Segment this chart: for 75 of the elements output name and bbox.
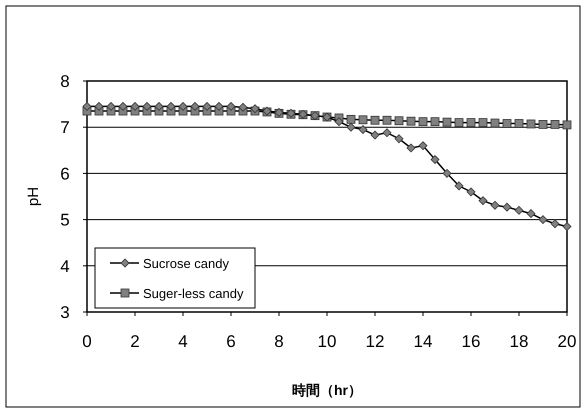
point: [478, 118, 488, 127]
legend-label: Sucrose candy: [143, 256, 229, 271]
xtick: 20: [558, 332, 576, 351]
point: [550, 120, 560, 129]
point: [346, 122, 356, 132]
point: [514, 119, 524, 128]
point: [358, 125, 368, 134]
xtick: 2: [130, 332, 140, 351]
point: [394, 134, 404, 144]
point: [442, 118, 452, 127]
point: [178, 102, 188, 111]
ytick: 5: [60, 210, 70, 230]
point: [502, 119, 512, 128]
point: [154, 102, 164, 111]
xtick: 12: [366, 332, 384, 351]
point: [202, 102, 212, 111]
ytick: 6: [60, 164, 70, 184]
point: [190, 102, 200, 111]
ylabel: pH: [25, 186, 42, 206]
point: [346, 114, 356, 124]
point: [214, 102, 224, 111]
point: [538, 120, 548, 129]
xtick: 8: [274, 332, 284, 351]
point: [562, 222, 572, 231]
point: [490, 118, 500, 128]
point: [166, 102, 176, 111]
point: [478, 196, 488, 206]
ytick: 7: [60, 118, 70, 138]
point: [430, 117, 440, 126]
point: [562, 120, 572, 130]
xtick: 6: [226, 332, 236, 351]
point: [238, 102, 248, 112]
point: [370, 130, 380, 140]
point: [466, 118, 476, 127]
point: [394, 116, 404, 126]
point: [406, 116, 416, 126]
point: [94, 102, 104, 111]
point: [370, 116, 380, 125]
xlabel: 時間（hr）: [292, 382, 362, 398]
legend-label: Suger-less candy: [143, 286, 244, 301]
point: [454, 118, 464, 127]
point: [118, 102, 128, 111]
xtick: 4: [178, 332, 188, 351]
point: [334, 117, 344, 126]
xtick: 16: [462, 332, 480, 351]
point: [106, 102, 116, 111]
xtick: 18: [510, 332, 528, 351]
point: [130, 102, 140, 111]
xtick: 0: [82, 332, 92, 351]
point: [502, 202, 512, 212]
point: [490, 200, 500, 210]
point: [82, 102, 92, 111]
point: [526, 120, 536, 128]
point: [454, 181, 464, 190]
ytick: 4: [60, 256, 70, 276]
point: [406, 144, 416, 152]
xtick: 10: [318, 332, 336, 351]
point: [382, 116, 392, 125]
point: [250, 104, 260, 114]
point: [538, 215, 548, 224]
point: [430, 155, 440, 164]
xtick: 14: [414, 332, 432, 351]
point: [442, 169, 452, 178]
point: [466, 187, 476, 196]
point: [382, 128, 392, 138]
point: [142, 102, 152, 111]
point: [418, 141, 428, 150]
ytick: 3: [60, 303, 70, 322]
ytick: 8: [60, 72, 70, 91]
point: [526, 209, 536, 218]
point: [418, 117, 428, 126]
point: [226, 102, 236, 111]
point: [358, 115, 368, 124]
point: [550, 219, 560, 228]
point: [514, 206, 524, 215]
